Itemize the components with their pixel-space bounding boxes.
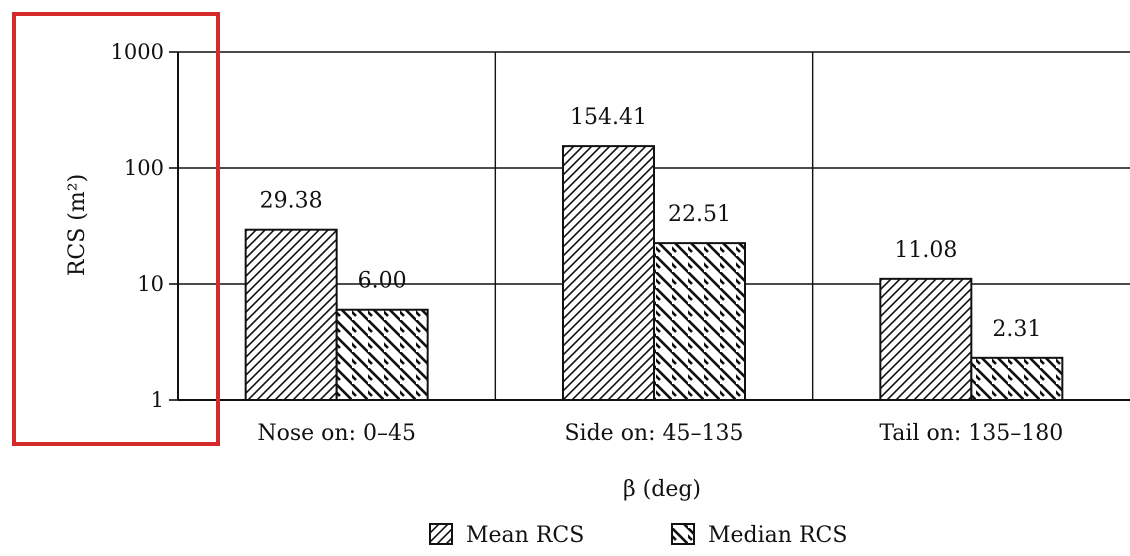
plot-frame [169, 51, 1130, 401]
median-rcs-value-label: 6.00 [358, 269, 407, 294]
median-rcs-legend-label: Median RCS [708, 523, 847, 548]
mean-rcs-bar [244, 228, 338, 401]
median-rcs-value-label: 2.31 [992, 317, 1041, 342]
bars [244, 145, 1064, 402]
value-labels: 29.38 6.00 154.41 22.51 11.08 2.31 [260, 105, 1042, 342]
y-tick-label: 1 [151, 388, 164, 412]
y-tick-label: 1000 [111, 40, 164, 64]
mean-rcs-bar [562, 145, 655, 401]
mean-rcs-legend-swatch [429, 523, 453, 545]
median-rcs-value-label: 22.51 [668, 202, 731, 227]
mean-rcs-bar [879, 277, 973, 401]
median-rcs-legend-swatch [671, 523, 695, 545]
category-labels: Nose on: 0–45 Side on: 45–135 Tail on: 135… [257, 421, 1063, 446]
y-axis-label: RCS (m²) [65, 174, 90, 276]
category-label: Nose on: 0–45 [257, 421, 416, 446]
median-rcs-bar [653, 242, 746, 401]
y-tick-label: 10 [137, 272, 164, 296]
highlight-box [12, 12, 220, 446]
y-tick-label: 100 [124, 156, 164, 180]
mean-rcs-value-label: 11.08 [894, 238, 957, 263]
median-rcs-bar [335, 308, 429, 402]
y-tick-labels: 1 10 100 1000 [111, 40, 164, 412]
legend: Mean RCS Median RCS [429, 523, 847, 548]
mean-rcs-legend-label: Mean RCS [466, 523, 584, 548]
x-axis-label: β (deg) [623, 477, 701, 502]
category-label: Tail on: 135–180 [879, 421, 1063, 446]
category-label: Side on: 45–135 [564, 421, 743, 446]
mean-rcs-value-label: 29.38 [260, 189, 323, 214]
median-rcs-bar [970, 356, 1064, 402]
mean-rcs-value-label: 154.41 [570, 105, 647, 130]
